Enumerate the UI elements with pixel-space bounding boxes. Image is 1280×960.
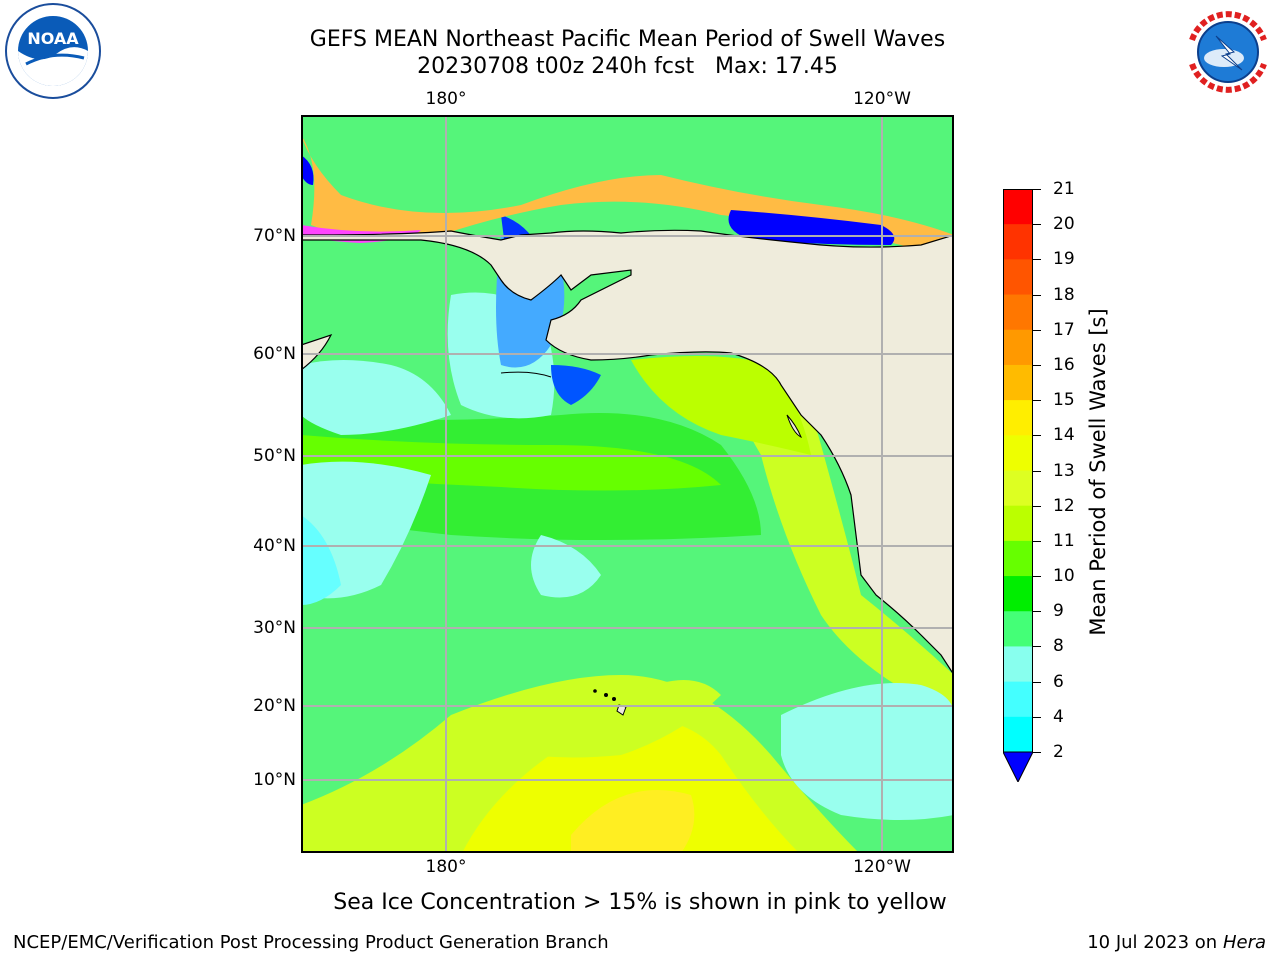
colorbar-segment	[1003, 576, 1033, 612]
lat-label-50n: 50°N	[253, 446, 296, 466]
colorbar-tick-label: 9	[1053, 601, 1064, 622]
colorbar-tick-label: 17	[1053, 319, 1075, 340]
colorbar-tick-label: 4	[1053, 706, 1064, 727]
lat-label-60n: 60°N	[253, 344, 296, 364]
lat-label-40n: 40°N	[253, 536, 296, 556]
colorbar-segment	[1003, 294, 1033, 331]
lat-label-20n: 20°N	[253, 696, 296, 716]
colorbar-segment	[1003, 224, 1033, 260]
lon-label-top-120w: 120°W	[853, 89, 911, 109]
colorbar-segment	[1003, 681, 1033, 718]
colorbar-segment	[1003, 329, 1033, 366]
title-line-1: GEFS MEAN Northeast Pacific Mean Period …	[309, 27, 946, 52]
lon-label-bottom-180: 180°	[425, 857, 467, 877]
colorbar-tick	[1033, 576, 1041, 578]
chart-title: GEFS MEAN Northeast Pacific Mean Period …	[0, 26, 1255, 80]
colorbar-tick-label: 21	[1053, 179, 1075, 199]
colorbar-segment	[1003, 364, 1033, 401]
colorbar-tick-label: 14	[1053, 425, 1075, 446]
colorbar-tick-label: 10	[1053, 566, 1075, 587]
swell-period-map	[301, 115, 954, 853]
colorbar-segment	[1003, 435, 1033, 471]
colorbar-tick-label: 18	[1053, 284, 1075, 305]
colorbar-tick	[1033, 189, 1041, 190]
colorbar-tick	[1033, 400, 1041, 402]
colorbar-segment	[1003, 400, 1033, 436]
lat-label-70n: 70°N	[253, 226, 296, 246]
lon-label-bottom-120w: 120°W	[853, 857, 911, 877]
colorbar-tick	[1033, 470, 1041, 472]
colorbar-tick-label: 11	[1053, 530, 1075, 551]
colorbar-tick	[1033, 505, 1041, 507]
machine-name: Hera	[1222, 932, 1266, 953]
colorbar-tick	[1033, 224, 1041, 226]
colorbar-tick	[1033, 646, 1041, 648]
colorbar-tick-label: 16	[1053, 354, 1075, 375]
colorbar-segment	[1003, 611, 1033, 647]
colorbar-tick-label: 6	[1053, 671, 1064, 692]
colorbar	[1002, 189, 1034, 784]
credit-text: NCEP/EMC/Verification Post Processing Pr…	[13, 932, 609, 953]
colorbar-segment	[1003, 470, 1033, 507]
colorbar-tick	[1033, 681, 1041, 683]
lat-label-10n: 10°N	[253, 770, 296, 790]
colorbar-segment	[1003, 540, 1033, 577]
colorbar-tick	[1033, 540, 1041, 542]
colorbar-tick-label: 8	[1053, 636, 1064, 657]
colorbar-tick-label: 13	[1053, 460, 1075, 481]
colorbar-tick	[1033, 716, 1041, 718]
colorbar-segment	[1003, 646, 1033, 683]
lon-label-top-180: 180°	[425, 89, 467, 109]
colorbar-tick	[1033, 294, 1041, 296]
colorbar-tick	[1033, 364, 1041, 366]
colorbar-tick	[1033, 611, 1041, 613]
lat-label-30n: 30°N	[253, 618, 296, 638]
colorbar-segment	[1003, 259, 1033, 296]
colorbar-tick	[1033, 329, 1041, 331]
colorbar-tick-label: 12	[1053, 495, 1075, 516]
colorbar-extend-arrow	[1002, 751, 1034, 784]
colorbar-tick-label: 2	[1053, 742, 1064, 762]
colorbar-outline	[1003, 189, 1033, 753]
sea-ice-note: Sea Ice Concentration > 15% is shown in …	[333, 890, 947, 915]
colorbar-tick-label: 19	[1053, 249, 1075, 270]
nws-logo	[1178, 2, 1278, 102]
colorbar-tick	[1033, 259, 1041, 261]
colorbar-segment	[1003, 189, 1033, 225]
colorbar-segment	[1003, 716, 1033, 753]
colorbar-tick	[1033, 752, 1041, 753]
colorbar-tick	[1033, 435, 1041, 437]
svg-text:NOAA: NOAA	[27, 29, 79, 48]
colorbar-title: Mean Period of Swell Waves [s]	[1086, 308, 1110, 636]
noaa-logo: NOAA	[4, 2, 102, 100]
date-text: 10 Jul 2023 on	[1087, 932, 1223, 953]
colorbar-segment	[1003, 505, 1033, 542]
colorbar-tick-label: 20	[1053, 214, 1075, 235]
colorbar-tick-label: 15	[1053, 390, 1075, 411]
date-stamp: 10 Jul 2023 on Hera	[1087, 932, 1266, 953]
title-line-2: 20230708 t00z 240h fcst Max: 17.45	[417, 54, 838, 79]
